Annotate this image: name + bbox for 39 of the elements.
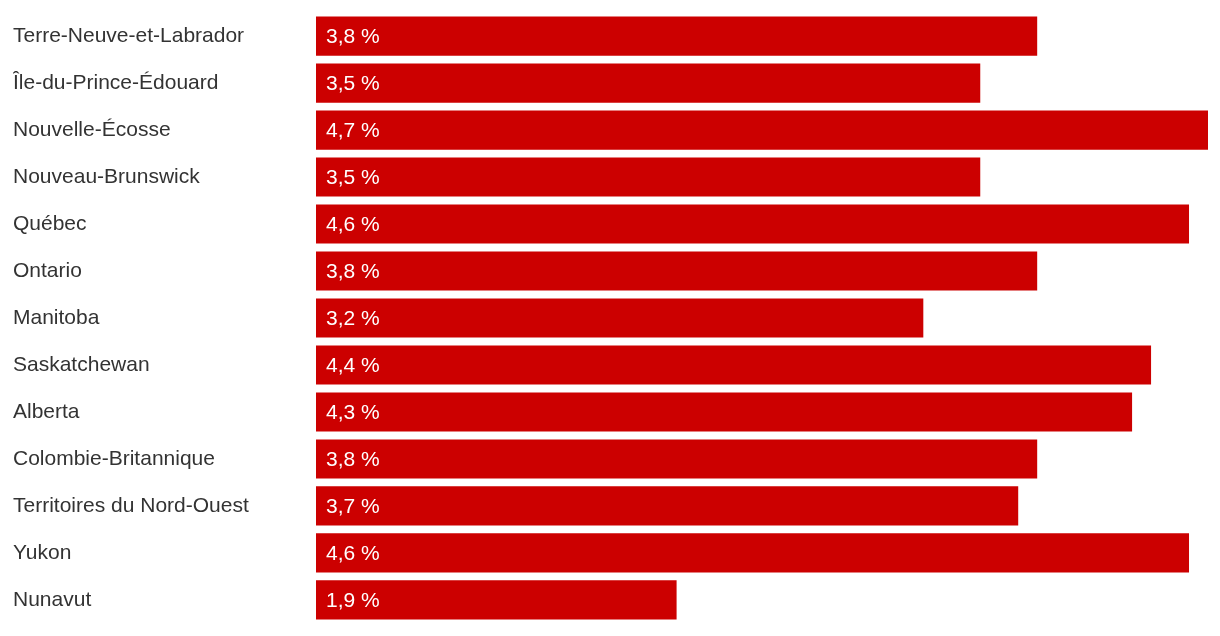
bar [316,439,1038,479]
y-tick-label: Nouveau-Brunswick [13,163,201,187]
bar [316,157,981,197]
data-label: 4,7 % [326,117,380,141]
y-tick-label: Colombie-Britannique [13,445,215,469]
y-tick-label: Île-du-Prince-Édouard [12,69,219,93]
data-label: 3,8 % [326,258,380,282]
y-tick-label: Alberta [13,398,80,422]
bar [316,486,1019,526]
data-label: 3,7 % [326,493,380,517]
y-tick-label: Territoires du Nord-Ouest [13,492,249,516]
bar [316,251,1038,291]
data-label: 1,9 % [326,587,380,611]
bar [316,298,924,338]
data-label: 3,8 % [326,23,380,47]
bar [316,110,1208,150]
data-label: 4,3 % [326,399,380,423]
bar [316,204,1190,244]
data-label: 4,4 % [326,352,380,376]
data-label: 4,6 % [326,211,380,235]
y-tick-label: Saskatchewan [13,351,150,375]
data-label: 3,8 % [326,446,380,470]
data-label: 3,2 % [326,305,380,329]
bar [316,580,677,620]
y-tick-label: Nunavut [13,586,92,610]
y-tick-label: Ontario [13,257,82,281]
bar [316,345,1152,385]
data-label: 3,5 % [326,70,380,94]
y-tick-label: Nouvelle-Écosse [13,116,171,140]
data-label: 4,6 % [326,540,380,564]
bar [316,16,1038,56]
bar [316,392,1133,432]
y-tick-label: Manitoba [13,304,100,328]
y-tick-label: Yukon [13,539,72,563]
y-tick-label: Terre-Neuve-et-Labrador [13,22,245,46]
bar [316,63,981,103]
bar [316,533,1190,573]
y-tick-label: Québec [13,210,87,234]
data-label: 3,5 % [326,164,380,188]
